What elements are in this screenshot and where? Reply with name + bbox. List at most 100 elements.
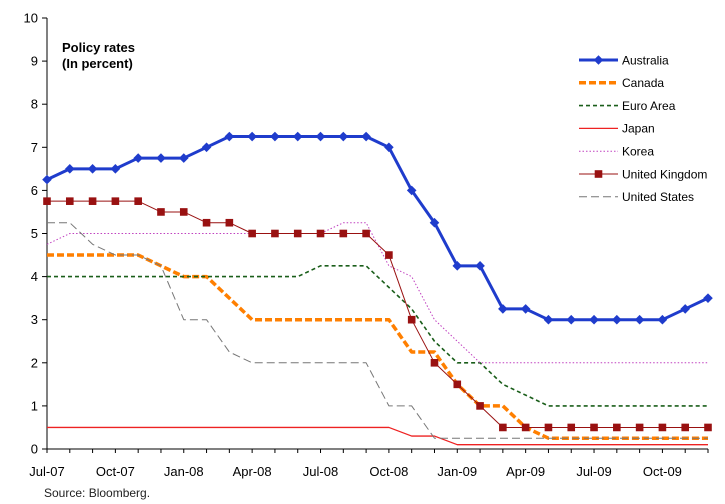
x-tick-label: Apr-08 — [233, 464, 272, 479]
data-point-united-kingdom — [704, 423, 712, 432]
legend: Australia Canada Euro Area Japan Korea United… — [579, 53, 707, 204]
source-note: Source: Bloomberg. — [44, 486, 150, 500]
data-point-australia — [657, 314, 668, 325]
series-layer — [42, 131, 713, 446]
legend-item-korea: Korea — [579, 145, 654, 159]
data-point-united-kingdom — [430, 359, 439, 367]
x-tick-label: Oct-07 — [96, 464, 135, 479]
y-tick-label: 1 — [31, 398, 38, 413]
data-point-united-kingdom — [476, 402, 484, 410]
series-australia — [42, 131, 713, 325]
series-united-kingdom — [43, 197, 712, 432]
legend-item-united-states: United States — [579, 190, 694, 204]
data-point-united-kingdom — [271, 229, 279, 238]
data-point-united-kingdom — [658, 423, 667, 432]
x-tick-label: Oct-08 — [369, 464, 408, 479]
axes: 0 1 2 3 4 5 6 7 8 9 10 Jul-07 Oct-07 Jan-08 Apr-08 Jul-… — [24, 11, 709, 479]
legend-label-japan: Japan — [622, 122, 655, 136]
series-japan — [47, 426, 708, 446]
data-point-australia — [156, 153, 166, 163]
legend-marker-united-kingdom — [594, 170, 603, 178]
data-point-australia — [178, 153, 189, 163]
series-korea — [46, 222, 708, 364]
data-point-australia — [338, 131, 349, 142]
y-tick-label: 3 — [31, 312, 38, 327]
data-point-australia — [87, 164, 98, 174]
data-point-australia — [224, 131, 235, 142]
data-point-united-kingdom — [248, 229, 256, 238]
data-point-australia — [361, 131, 371, 142]
legend-item-euro-area: Euro Area — [579, 99, 676, 113]
legend-label-united-states: United States — [622, 190, 694, 204]
data-point-australia — [520, 304, 531, 314]
legend-label-australia: Australia — [622, 53, 669, 67]
data-point-australia — [315, 131, 326, 142]
data-point-australia — [703, 293, 713, 303]
data-point-united-kingdom — [544, 423, 553, 432]
data-point-united-kingdom — [316, 229, 325, 238]
series-united-states — [47, 222, 708, 439]
series-line-japan — [47, 426, 708, 446]
data-point-australia — [498, 304, 508, 314]
data-point-australia — [429, 217, 440, 228]
data-point-australia — [247, 131, 257, 142]
series-line-korea — [46, 222, 708, 364]
data-point-united-kingdom — [590, 423, 598, 432]
data-point-australia — [42, 174, 52, 185]
series-euro-area — [47, 265, 708, 407]
x-tick-label: Jul-07 — [29, 464, 64, 479]
data-point-australia — [64, 164, 75, 174]
x-tick-label: Jul-08 — [303, 464, 338, 479]
y-tick-label: 0 — [31, 442, 38, 457]
x-tick-label: Oct-09 — [643, 464, 682, 479]
data-point-united-kingdom — [385, 251, 393, 259]
data-point-united-kingdom — [521, 423, 530, 432]
chart-subtitle: (In percent) — [62, 56, 133, 71]
x-tick-label: Jan-08 — [164, 464, 204, 479]
legend-item-united-kingdom: United Kingdom — [579, 167, 707, 181]
y-tick-label: 5 — [31, 226, 38, 241]
data-point-australia — [133, 153, 143, 163]
data-point-united-kingdom — [202, 218, 211, 227]
data-point-australia — [612, 314, 622, 325]
x-tick-label: Jan-09 — [437, 464, 477, 479]
data-point-united-kingdom — [134, 197, 142, 205]
data-point-united-kingdom — [681, 423, 690, 432]
data-point-australia — [475, 261, 485, 271]
data-point-united-kingdom — [157, 208, 165, 216]
data-point-united-kingdom — [453, 380, 462, 389]
chart-title: Policy rates — [62, 40, 135, 55]
data-point-united-kingdom — [499, 423, 507, 432]
y-tick-label: 10 — [24, 11, 38, 26]
data-point-united-kingdom — [339, 229, 348, 238]
legend-label-united-kingdom: United Kingdom — [622, 167, 707, 181]
data-point-australia — [110, 164, 121, 174]
data-point-australia — [634, 314, 645, 325]
x-tick-label: Apr-09 — [506, 464, 545, 479]
data-point-united-kingdom — [635, 423, 644, 432]
data-point-australia — [384, 142, 394, 153]
data-point-australia — [589, 314, 599, 325]
data-point-united-kingdom — [179, 208, 188, 216]
data-point-united-kingdom — [567, 423, 576, 432]
data-point-australia — [543, 314, 554, 325]
y-tick-label: 6 — [31, 183, 38, 198]
data-point-united-kingdom — [111, 197, 120, 205]
data-point-united-kingdom — [362, 229, 370, 238]
y-tick-label: 7 — [31, 140, 38, 155]
data-point-australia — [292, 131, 303, 142]
y-tick-label: 4 — [31, 269, 38, 284]
y-tick-label: 2 — [31, 355, 38, 370]
series-line-united-states — [47, 222, 708, 439]
data-point-australia — [680, 304, 691, 314]
data-point-australia — [270, 131, 280, 142]
data-point-australia — [406, 185, 417, 196]
data-point-united-kingdom — [88, 197, 97, 205]
data-point-australia — [201, 142, 212, 153]
data-point-united-kingdom — [43, 197, 51, 205]
data-point-united-kingdom — [225, 218, 234, 227]
x-tick-label: Jul-09 — [576, 464, 611, 479]
legend-item-canada: Canada — [579, 76, 664, 90]
legend-label-canada: Canada — [622, 76, 664, 90]
